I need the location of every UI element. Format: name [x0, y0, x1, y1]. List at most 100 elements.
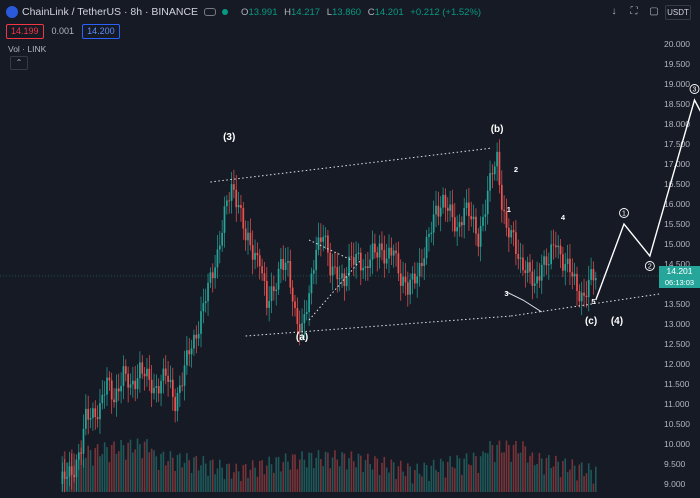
volume-bar: [110, 445, 113, 492]
volume-bar: [190, 472, 193, 492]
candle-body: [183, 365, 186, 386]
volume-bar: [96, 444, 99, 492]
volume-bar: [477, 472, 480, 492]
volume-bar: [564, 458, 567, 492]
volume-bar: [585, 473, 588, 492]
volume-bar: [437, 472, 440, 492]
volume-bar: [407, 463, 409, 492]
close-key: C: [367, 6, 375, 18]
volume-bar: [341, 452, 343, 492]
volume-bar: [268, 456, 270, 492]
volume-bar: [439, 458, 442, 492]
y-tick-label: 16.500: [664, 179, 690, 189]
symbol-title[interactable]: ChainLink / TetherUS · 8h · BINANCE: [22, 6, 199, 18]
candle-body: [545, 256, 548, 266]
volume-bar: [155, 456, 158, 492]
volume-bar: [143, 441, 146, 492]
y-tick-label: 19.500: [664, 59, 690, 69]
candle-body: [188, 350, 191, 355]
candle-body: [310, 273, 313, 294]
y-tick-label: 13.500: [664, 299, 690, 309]
y-tick-label: 11.500: [664, 379, 690, 389]
y-tick-label: 18.000: [664, 119, 690, 129]
last-price-label: 14.201 06:13:03: [659, 266, 700, 288]
volume-bar: [305, 467, 308, 492]
candle-body: [486, 190, 489, 215]
candle-body: [592, 269, 595, 281]
volume-bar: [463, 458, 465, 492]
volume-bar: [533, 465, 536, 492]
candle-body: [500, 184, 503, 210]
volume-bar: [273, 472, 275, 492]
candle-body: [242, 207, 245, 229]
candle-body: [247, 232, 249, 241]
volume-bar: [336, 459, 339, 492]
currency-selector[interactable]: USDT: [665, 5, 691, 20]
candle-body: [503, 209, 505, 212]
volume-bar: [423, 462, 426, 492]
wave-label: 2: [514, 165, 518, 174]
volume-bar: [258, 461, 261, 492]
candle-body: [364, 266, 367, 268]
arrow-down-icon[interactable]: ↓: [611, 6, 617, 17]
candle-body: [352, 257, 355, 265]
candle-body: [493, 166, 496, 175]
candle-body: [381, 243, 383, 250]
candle-body: [298, 323, 301, 333]
volume-bar: [355, 467, 357, 492]
y-tick-label: 19.000: [664, 79, 690, 89]
volume-bar: [132, 452, 134, 492]
candle-body: [226, 200, 228, 207]
close-value: 14.201: [374, 6, 404, 18]
candle-body: [193, 334, 195, 349]
candle-body: [223, 206, 226, 233]
volume-bar: [106, 447, 108, 492]
volume-bar: [85, 457, 87, 492]
buy-button[interactable]: 14.200: [82, 24, 120, 39]
candle-body: [388, 247, 390, 259]
candle-body: [244, 228, 247, 241]
collapse-icon[interactable]: ⌃: [10, 56, 28, 70]
candle-body: [378, 243, 381, 258]
candle-body: [103, 394, 106, 396]
volume-bar: [169, 451, 172, 492]
volume-bar: [99, 456, 101, 492]
volume-bar: [590, 469, 592, 492]
candle-body: [515, 232, 517, 255]
volume-bar: [207, 475, 209, 492]
candle-body: [134, 380, 137, 390]
fullscreen-icon[interactable]: ⛶: [630, 6, 638, 17]
candle-body: [308, 293, 310, 312]
volume-bar: [428, 481, 430, 492]
volume-bar: [301, 451, 303, 492]
volume-bar: [348, 458, 350, 492]
candle-body: [254, 252, 256, 260]
sell-button[interactable]: 14.199: [6, 24, 44, 39]
y-tick-label: 13.000: [664, 319, 690, 329]
candle-body: [395, 250, 397, 254]
candle-body: [350, 256, 353, 258]
volume-bar: [103, 442, 106, 492]
candle-body: [423, 258, 426, 267]
screenshot-icon[interactable]: ▢: [649, 6, 659, 17]
volume-bar: [383, 456, 386, 492]
candle-body: [491, 173, 494, 175]
candle-body: [390, 247, 393, 256]
projection-label: 2: [648, 264, 652, 271]
volume-bar: [209, 460, 212, 492]
candle-body: [334, 266, 336, 268]
candle-body: [519, 257, 522, 259]
candle-body: [385, 258, 388, 264]
candle-body: [461, 222, 463, 226]
wave-label: 5: [591, 297, 595, 306]
volume-bar: [127, 442, 129, 492]
candle-body: [399, 273, 402, 286]
projection-marker: [689, 84, 700, 94]
y-tick-label: 10.000: [664, 439, 690, 449]
eye-icon[interactable]: [204, 8, 217, 16]
volume-bar: [270, 464, 273, 492]
candle-body: [197, 333, 200, 339]
candle-body: [153, 387, 155, 394]
